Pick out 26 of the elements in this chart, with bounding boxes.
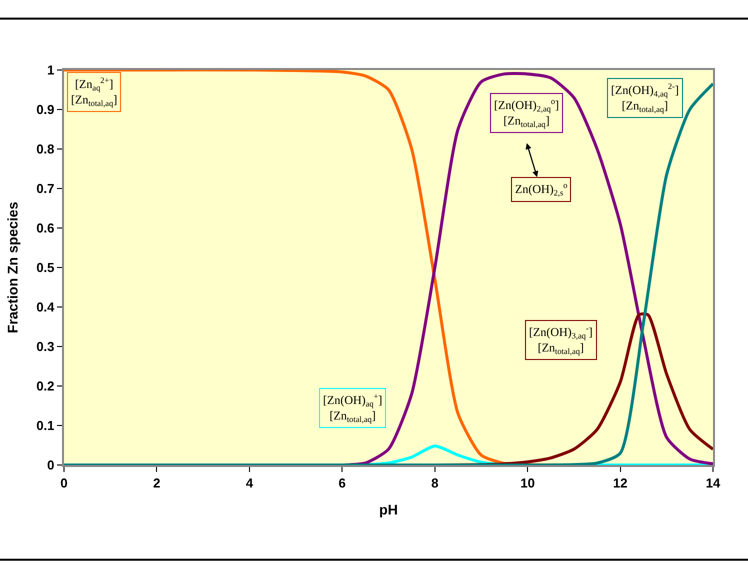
x-tick-label: 8 — [431, 476, 438, 491]
y-tick-label: 0.7 — [36, 181, 54, 196]
y-tick-label: 0.6 — [36, 220, 54, 236]
text: [Zn(OH)$_{3,aq}$$^{-}$] [Zn$_{total,aq}$] — [529, 324, 593, 356]
x-tick-label: 14 — [706, 476, 721, 491]
y-tick-label: 0.3 — [36, 339, 54, 354]
text: [Zn(OH)$_{2,aq}$$^{o}$] [Zn$_{total,aq}$] — [494, 97, 560, 130]
x-tick-label: 4 — [246, 476, 254, 491]
x-tick-label: 6 — [338, 476, 346, 491]
x-axis-title: pH — [379, 501, 398, 518]
x-tick-label: 2 — [153, 476, 160, 491]
text: [Zn$_{aq}$$^{2+}$] [Zn$_{total,aq}$] — [71, 76, 118, 108]
y-tick-label: 0.8 — [36, 142, 54, 157]
y-axis-title: Fraction Zn species — [4, 202, 20, 334]
y-tick-label: 0.2 — [36, 378, 54, 394]
text: [Zn(OH)$_{aq}$$^{+}$] [Zn$_{total,aq}$] — [323, 392, 382, 424]
y-tick-label: 1 — [47, 62, 54, 78]
y-tick-label: 0 — [47, 458, 54, 473]
y-tick-label: 0.1 — [36, 418, 54, 434]
y-tick-label: 0.9 — [36, 102, 54, 118]
x-tick-label: 12 — [613, 476, 628, 491]
text: [Zn(OH)$_{4,aq}$$^{2-}$] [Zn$_{total,aq}$] — [611, 82, 679, 114]
y-tick-label: 0.5 — [36, 260, 54, 276]
y-tick-label: 0.4 — [36, 300, 56, 315]
x-tick-label: 10 — [520, 476, 535, 491]
x-tick-label: 0 — [60, 476, 68, 491]
